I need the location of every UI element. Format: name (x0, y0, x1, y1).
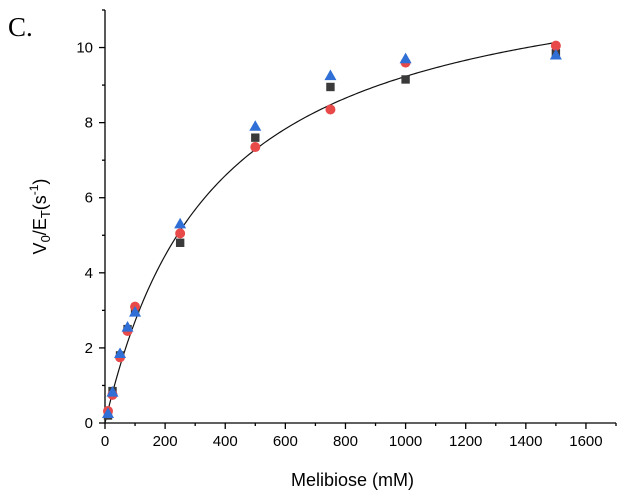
x-tick-label: 200 (153, 433, 178, 450)
triangle-point (324, 69, 337, 81)
x-tick-label: 1200 (449, 433, 482, 450)
y-tick-label: 2 (85, 340, 93, 357)
square-point (401, 75, 410, 84)
x-tick-label: 800 (333, 433, 358, 450)
circle-point (250, 142, 261, 153)
y-tick-label: 6 (85, 190, 93, 207)
fit-curve-group (104, 41, 556, 424)
triangle-point (249, 120, 262, 131)
axis-titles: Melibiose (mM) V0/ET(s-1) (27, 179, 414, 490)
triangle-point (121, 321, 134, 332)
y-tick-label: 8 (85, 115, 93, 132)
triangle-point (114, 347, 127, 358)
x-tick-label: 1000 (389, 433, 422, 450)
y-tick-label: 4 (85, 265, 93, 282)
triangle-point (549, 48, 562, 60)
circle-point (550, 40, 561, 51)
triangle-point (174, 217, 187, 229)
x-axis-title: Melibiose (mM) (291, 470, 414, 490)
x-tick-label: 0 (101, 433, 109, 450)
triangle-point (102, 407, 115, 419)
square-point (326, 82, 335, 92)
circle-point (175, 228, 186, 239)
y-axis-title: V0/ET(s-1) (27, 179, 53, 255)
y-tick-label: 10 (76, 40, 93, 57)
y-tick-label: 0 (85, 415, 93, 432)
x-tick-label: 1400 (509, 433, 542, 450)
data-points (102, 40, 562, 420)
triangle-point (106, 386, 119, 397)
x-tick-label: 400 (213, 433, 238, 450)
axes: 0 200 400 600 800 1000 1200 1400 1600 0 2 4 6 8 10 (76, 9, 617, 450)
panel-label: C. (8, 12, 33, 42)
circle-point (325, 104, 336, 115)
x-tick-label: 1600 (569, 433, 602, 450)
triangle-point (399, 52, 412, 64)
fit-curve (104, 41, 556, 424)
x-tick-label: 600 (273, 433, 298, 450)
square-point (251, 133, 260, 142)
square-point (175, 238, 185, 247)
triangle-point (129, 306, 142, 317)
